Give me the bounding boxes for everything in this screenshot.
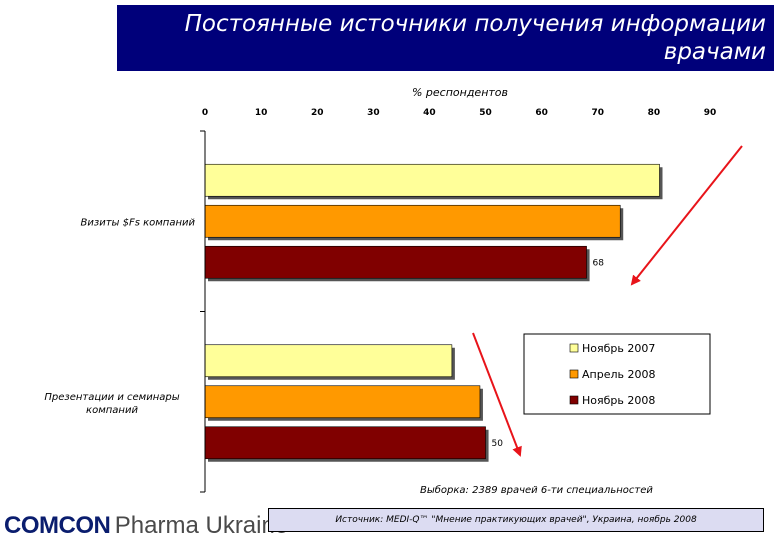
x-tick-label: 70: [592, 108, 605, 118]
x-tick-label: 20: [311, 108, 324, 118]
trend-arrow: [472, 332, 522, 457]
data-label: 50: [492, 439, 504, 449]
logo-comcon-text: COMCON: [4, 512, 111, 539]
logo-pharma-text: Pharma Ukraine: [114, 512, 289, 539]
x-tick-label: 0: [202, 108, 208, 118]
bar: [204, 204, 621, 238]
page-title-line2: врачами: [663, 39, 766, 65]
legend-swatch: [569, 395, 579, 405]
x-tick-label: 40: [423, 108, 436, 118]
x-tick-label: 30: [367, 108, 380, 118]
x-tick-label: 80: [648, 108, 661, 118]
legend-label: Апрель 2008: [582, 368, 655, 381]
category-label: Визиты $Fs компаний: [81, 217, 196, 228]
trend-arrow: [630, 145, 743, 286]
x-tick-label: 90: [704, 108, 717, 118]
bar: [204, 344, 453, 378]
x-tick-label: 60: [535, 108, 548, 118]
x-tick-label: 10: [255, 108, 268, 118]
bar: [204, 385, 481, 419]
bar: [204, 426, 486, 460]
legend-box: [523, 333, 711, 415]
bar: [204, 245, 587, 279]
sample-note: Выборка: 2389 врачей 6-ти специальностей: [420, 485, 653, 496]
source-note: Источник: MEDI-Q™ "Мнение практикующих в…: [268, 508, 764, 532]
data-label: 68: [593, 258, 605, 268]
legend-swatch: [569, 369, 579, 379]
x-axis-title: % респондентов: [411, 86, 509, 99]
legend-label: Ноябрь 2007: [582, 342, 655, 355]
legend-swatch: [569, 343, 579, 353]
x-tick-label: 50: [479, 108, 492, 118]
legend-label: Ноябрь 2008: [582, 394, 655, 407]
page-title-line1: Постоянные источники получения информаци…: [184, 11, 766, 37]
bar: [204, 163, 660, 197]
title-banner: Постоянные источники получения информаци…: [117, 5, 774, 71]
footer-logo: COMCON Pharma Ukraine: [4, 512, 288, 540]
category-label: Презентации и семинары компаний: [44, 392, 179, 416]
